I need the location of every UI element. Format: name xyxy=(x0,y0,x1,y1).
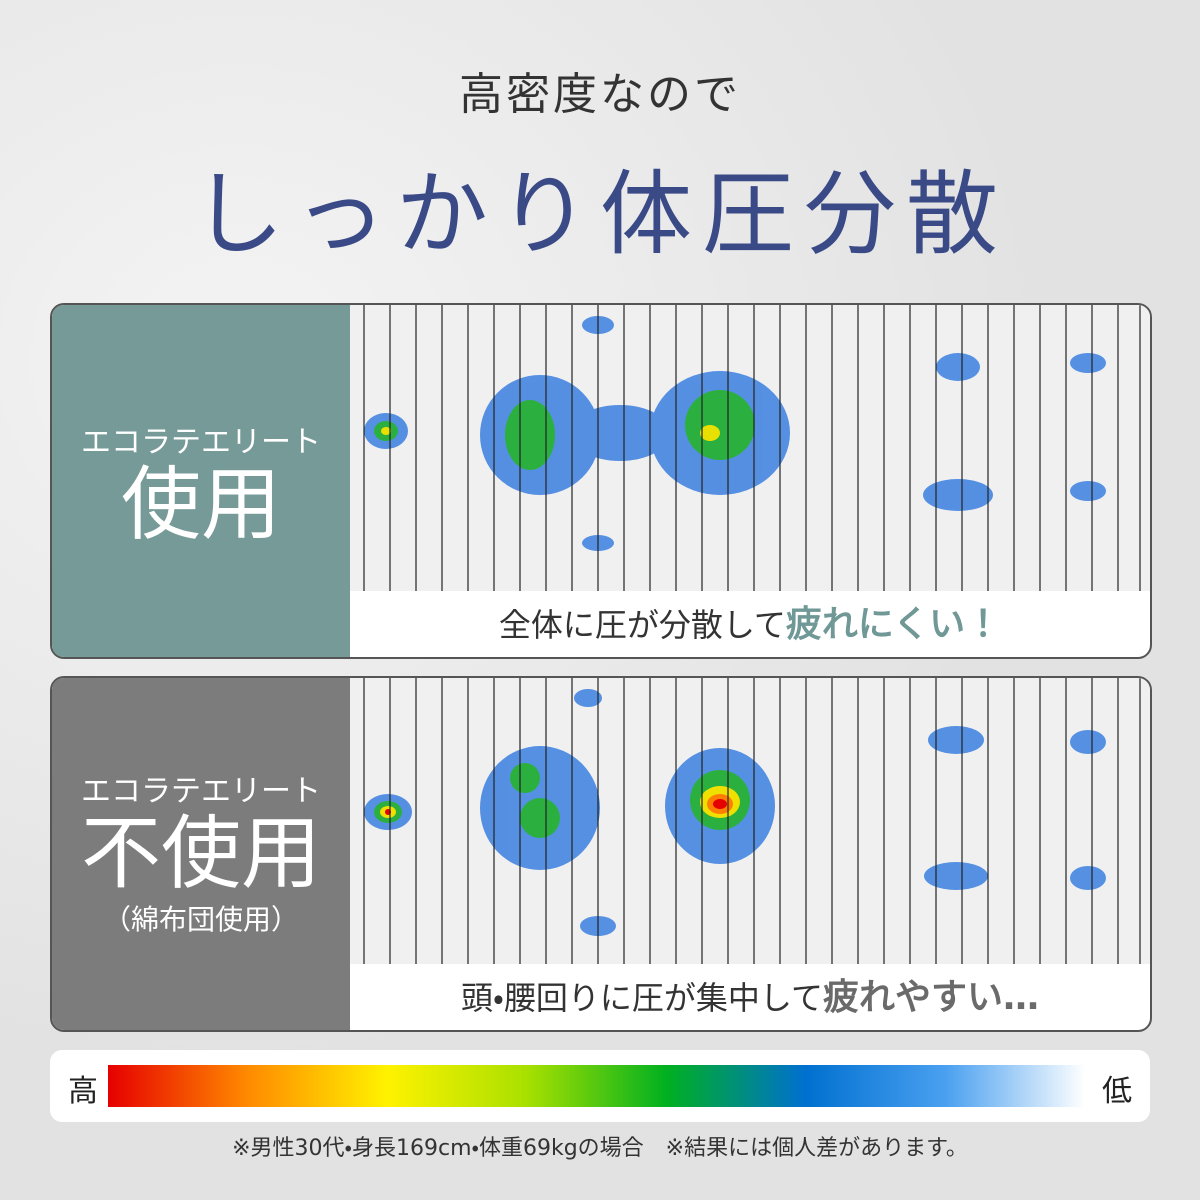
panel: エコラテエリート 使用 全体に圧が分散して疲れにくい！ xyxy=(50,303,1152,659)
subtitle: 高密度なので xyxy=(459,69,741,120)
note: （綿布団使用） xyxy=(102,903,299,936)
caption-emphasis: 疲れにくい！ xyxy=(785,604,1002,645)
heading: 使用 xyxy=(121,458,281,551)
label: エコラテエリート xyxy=(81,425,321,460)
panel-side: エコラテエリート 不使用 （綿布団使用） xyxy=(52,678,350,1030)
color-scale xyxy=(108,1065,1085,1107)
caption-text: 全体に圧が分散して xyxy=(498,606,786,644)
caption-emphasis: 疲れやすい… xyxy=(822,977,1039,1018)
label: エコラテエリート xyxy=(81,774,321,809)
heading: 不使用 xyxy=(81,807,321,900)
pressure-map xyxy=(350,305,1150,591)
caption-text: 頭・腰回りに圧が集中して xyxy=(461,979,823,1017)
panel-side: エコラテエリート 使用 xyxy=(52,305,350,657)
caption: 頭・腰回りに圧が集中して疲れやすい… xyxy=(350,966,1150,1030)
title: しっかり体圧分散 xyxy=(191,161,1008,268)
legend: 高 低 xyxy=(50,1050,1150,1122)
footnote: ※男性30代・身長169cm・体重69kgの場合 ※結果には個人差があります。 xyxy=(232,1136,968,1161)
legend-low: 低 xyxy=(1102,1074,1132,1109)
caption: 全体に圧が分散して疲れにくい！ xyxy=(350,593,1150,657)
pressure-map xyxy=(350,678,1150,964)
panel: エコラテエリート 不使用 （綿布団使用） 頭・腰回りに圧が集中して疲れやすい… xyxy=(50,676,1152,1032)
legend-high: 高 xyxy=(68,1074,98,1109)
